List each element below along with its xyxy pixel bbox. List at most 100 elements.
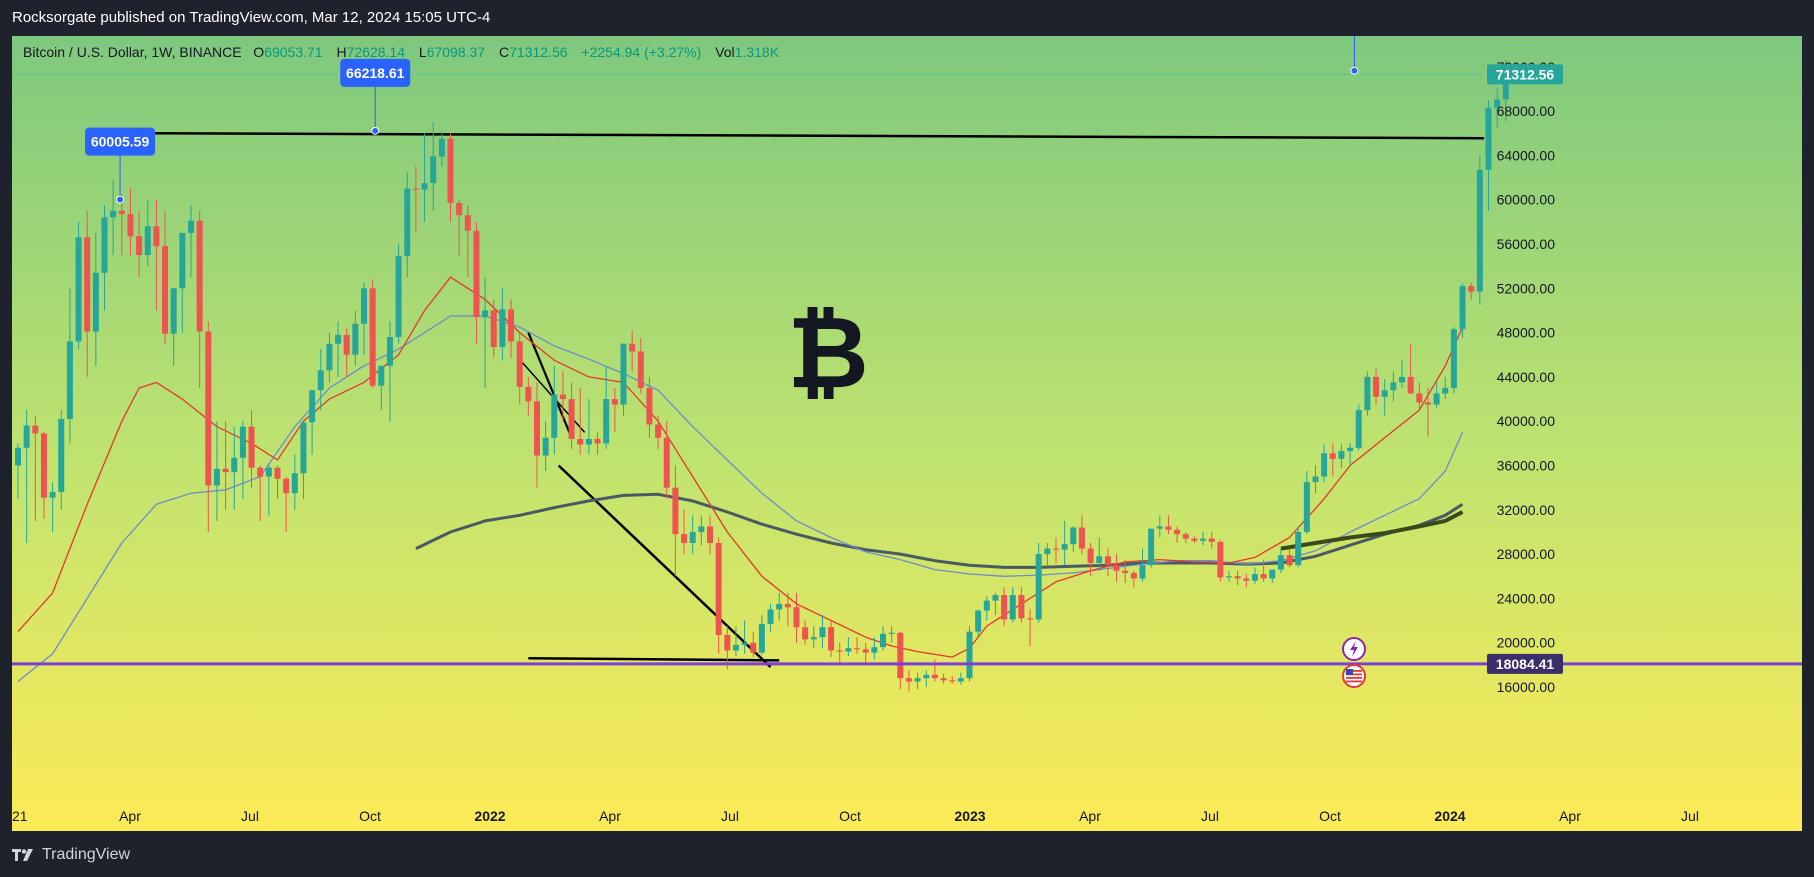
candle-body[interactable] xyxy=(508,309,515,342)
candle-body[interactable] xyxy=(136,236,143,256)
candle-body[interactable] xyxy=(923,674,930,679)
candle-body[interactable] xyxy=(1347,447,1354,452)
candle-body[interactable] xyxy=(101,217,108,273)
candle-body[interactable] xyxy=(914,678,921,682)
candle-body[interactable] xyxy=(724,634,731,651)
lightning-event-icon[interactable] xyxy=(1342,637,1366,661)
candle-body[interactable] xyxy=(1208,538,1215,542)
candle-body[interactable] xyxy=(1053,548,1059,550)
candle-body[interactable] xyxy=(750,642,757,653)
candle-body[interactable] xyxy=(672,487,679,535)
candle-body[interactable] xyxy=(802,627,809,640)
candle-body[interactable] xyxy=(862,649,869,653)
candle-body[interactable] xyxy=(127,214,134,237)
candle-body[interactable] xyxy=(594,438,601,444)
candle-body[interactable] xyxy=(326,343,333,371)
candle-body[interactable] xyxy=(231,457,238,473)
candle-body[interactable] xyxy=(1364,376,1371,411)
candle-body[interactable] xyxy=(352,323,359,355)
candle-body[interactable] xyxy=(490,310,497,347)
candle-body[interactable] xyxy=(741,642,748,645)
candle-body[interactable] xyxy=(1243,578,1250,581)
candle-body[interactable] xyxy=(871,647,878,653)
candle-body[interactable] xyxy=(845,648,852,652)
candle-body[interactable] xyxy=(1407,376,1414,394)
candle-body[interactable] xyxy=(1165,526,1172,530)
candle-body[interactable] xyxy=(698,526,705,532)
candle-body[interactable] xyxy=(949,680,956,682)
candle-body[interactable] xyxy=(92,272,99,332)
candle-body[interactable] xyxy=(179,232,186,289)
candle-body[interactable] xyxy=(1174,529,1181,535)
candle-body[interactable] xyxy=(1442,387,1449,394)
candle-body[interactable] xyxy=(1027,618,1034,620)
candle-body[interactable] xyxy=(689,531,696,544)
candle-body[interactable] xyxy=(732,644,739,651)
candle-body[interactable] xyxy=(40,433,47,498)
candle-body[interactable] xyxy=(1122,570,1129,573)
candle-body[interactable] xyxy=(1312,476,1319,483)
candle-body[interactable] xyxy=(776,603,783,610)
candle-body[interactable] xyxy=(213,468,220,486)
candle-body[interactable] xyxy=(499,309,506,347)
candle-body[interactable] xyxy=(836,650,843,652)
candle-body[interactable] xyxy=(888,632,895,634)
candle-body[interactable] xyxy=(1459,286,1466,330)
candle-body[interactable] xyxy=(1355,410,1362,448)
candle-body[interactable] xyxy=(1485,107,1492,170)
candle-body[interactable] xyxy=(386,337,393,366)
candle-body[interactable] xyxy=(1286,555,1293,566)
candle-body[interactable] xyxy=(456,203,463,216)
candle-body[interactable] xyxy=(248,426,255,468)
candle-body[interactable] xyxy=(447,138,454,204)
candle-body[interactable] xyxy=(1269,569,1276,579)
candle-body[interactable] xyxy=(205,331,212,486)
candle-body[interactable] xyxy=(1373,376,1380,397)
candle-body[interactable] xyxy=(464,215,471,231)
candle-body[interactable] xyxy=(317,370,324,391)
candle-body[interactable] xyxy=(395,256,402,338)
candle-body[interactable] xyxy=(404,188,411,257)
candle-body[interactable] xyxy=(1381,390,1388,397)
candle-body[interactable] xyxy=(516,341,523,387)
candle-body[interactable] xyxy=(1416,393,1423,403)
chart-area[interactable]: ₿ 72000.0068000.0064000.0060000.0056000.… xyxy=(12,0,1802,831)
candle-body[interactable] xyxy=(239,426,246,458)
price-chart[interactable]: ₿ 72000.0068000.0064000.0060000.0056000.… xyxy=(12,0,1802,831)
candle-body[interactable] xyxy=(559,394,566,400)
candle-body[interactable] xyxy=(75,237,82,342)
candle-body[interactable] xyxy=(975,610,982,632)
candle-body[interactable] xyxy=(361,288,367,324)
candle-body[interactable] xyxy=(905,678,912,682)
candle-body[interactable] xyxy=(335,334,342,344)
candle-body[interactable] xyxy=(188,220,194,233)
candle-body[interactable] xyxy=(577,438,584,445)
candle-body[interactable] xyxy=(637,351,644,388)
candle-body[interactable] xyxy=(534,401,540,456)
candle-body[interactable] xyxy=(1295,531,1302,566)
candle-body[interactable] xyxy=(1200,538,1207,541)
candle-body[interactable] xyxy=(758,623,765,653)
candle-body[interactable] xyxy=(1399,376,1405,383)
candle-body[interactable] xyxy=(663,437,670,488)
candle-body[interactable] xyxy=(49,492,56,498)
candle-body[interactable] xyxy=(931,674,938,679)
candle-body[interactable] xyxy=(629,343,636,352)
candle-body[interactable] xyxy=(1303,482,1310,532)
candle-body[interactable] xyxy=(438,138,445,157)
candle-body[interactable] xyxy=(84,237,91,332)
candle-body[interactable] xyxy=(1191,538,1198,541)
candle-body[interactable] xyxy=(655,424,662,438)
candle-body[interactable] xyxy=(1433,393,1440,405)
candle-body[interactable] xyxy=(525,386,532,402)
candle-body[interactable] xyxy=(15,447,21,466)
candles[interactable] xyxy=(15,59,1509,692)
candle-body[interactable] xyxy=(819,627,826,638)
candle-body[interactable] xyxy=(1277,555,1284,570)
candle-body[interactable] xyxy=(1001,595,1008,620)
candle-body[interactable] xyxy=(66,341,73,419)
candle-body[interactable] xyxy=(940,678,947,681)
candle-body[interactable] xyxy=(170,288,177,334)
candle-body[interactable] xyxy=(369,288,376,386)
candle-body[interactable] xyxy=(196,220,203,332)
